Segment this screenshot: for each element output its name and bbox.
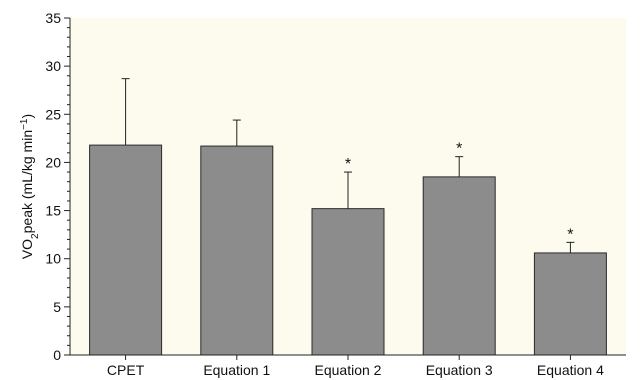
y-axis-label-main: peak (mL/kg min bbox=[19, 130, 35, 233]
y-tick-label: 5 bbox=[53, 299, 61, 315]
y-axis-label-subscript: 2 bbox=[30, 233, 41, 239]
bar bbox=[311, 208, 385, 356]
y-tick-label: 0 bbox=[53, 347, 61, 363]
y-tick-label: 25 bbox=[45, 106, 61, 122]
x-tick-label: Equation 3 bbox=[426, 362, 493, 378]
bar bbox=[422, 176, 496, 356]
significance-asterisk: * bbox=[456, 141, 462, 158]
y-axis-label-superscript: −1 bbox=[19, 118, 30, 130]
y-tick-label: 30 bbox=[45, 58, 61, 74]
y-tick-label: 20 bbox=[45, 154, 61, 170]
x-tick-label: Equation 2 bbox=[315, 362, 382, 378]
bar bbox=[200, 145, 274, 356]
x-tick-label: CPET bbox=[107, 362, 145, 378]
x-tick-label: Equation 1 bbox=[203, 362, 270, 378]
bar bbox=[533, 252, 607, 356]
significance-asterisk: * bbox=[567, 226, 573, 243]
error-bars: * * * bbox=[121, 78, 575, 253]
significance-asterisk: * bbox=[345, 156, 351, 173]
bar bbox=[89, 144, 163, 356]
y-tick-label: 15 bbox=[45, 203, 61, 219]
x-tick-label: Equation 4 bbox=[537, 362, 604, 378]
y-axis-label-prefix: VO bbox=[19, 239, 35, 259]
y-tick-label: 35 bbox=[45, 10, 61, 26]
y-axis-label-suffix: ) bbox=[19, 114, 35, 119]
bars bbox=[89, 144, 607, 356]
y-axis: 0 5 10 15 20 25 30 35 bbox=[45, 10, 71, 363]
x-axis: CPET Equation 1 Equation 2 Equation 3 Equati… bbox=[70, 354, 626, 378]
y-axis-label: VO2peak (mL/kg min−1) bbox=[19, 114, 41, 259]
y-tick-label: 10 bbox=[45, 251, 61, 267]
